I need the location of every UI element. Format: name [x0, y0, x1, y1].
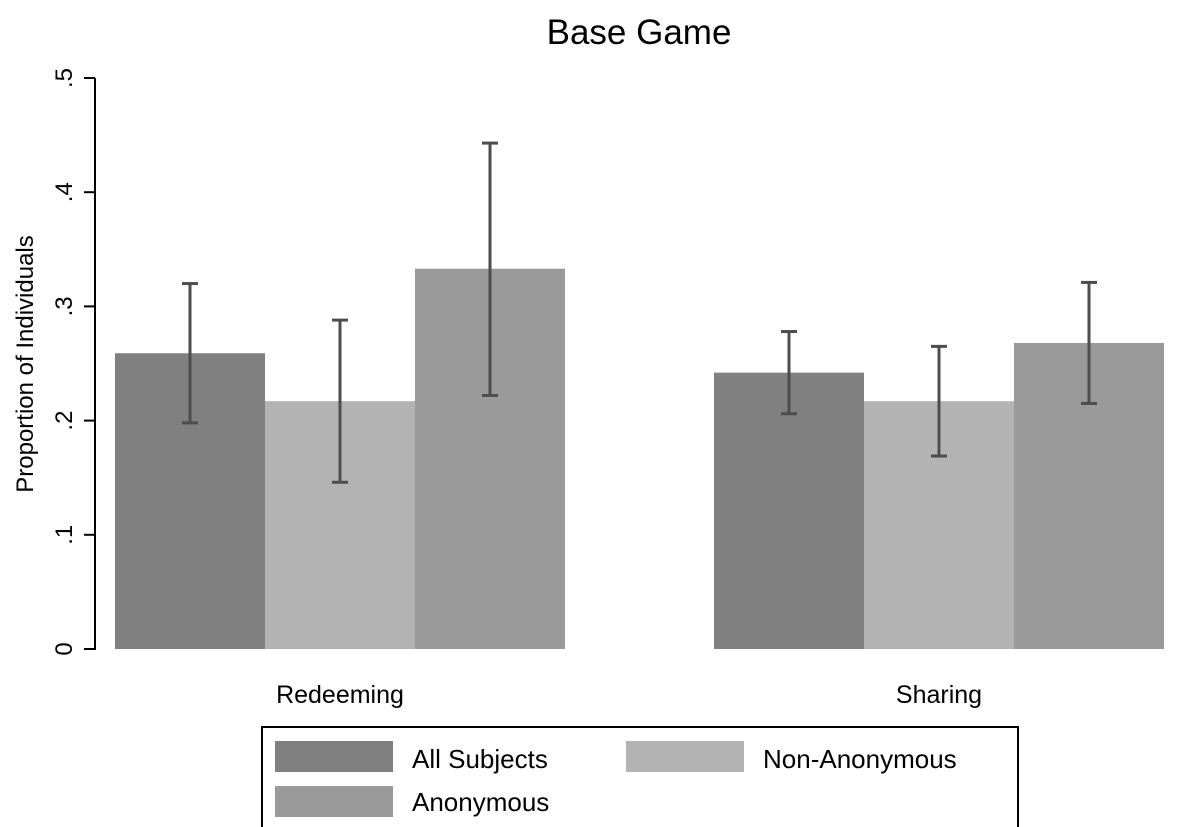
- legend-label-2: Non-Anonymous: [763, 744, 957, 774]
- legend-swatch-2: [626, 741, 744, 772]
- y-tick-label-5: .4: [51, 182, 78, 202]
- x-axis-labels: Redeeming Sharing: [276, 681, 982, 709]
- legend-label-3: Anonymous: [412, 787, 549, 817]
- y-axis: 0 .1 .2 .3 .4 .5: [51, 68, 96, 656]
- y-tick-label-4: .3: [51, 296, 78, 316]
- bar-1-2: [714, 372, 864, 649]
- x-tick-label-1: Redeeming: [276, 681, 404, 709]
- legend-swatch-1: [275, 741, 393, 772]
- y-tick-label-2: .1: [51, 525, 78, 545]
- y-tick-label-3: .2: [51, 411, 78, 431]
- chart-title: Base Game: [547, 13, 732, 52]
- legend-label-1: All Subjects: [412, 744, 548, 774]
- x-tick-label-2: Sharing: [896, 681, 982, 709]
- y-axis-title: Proportion of Individuals: [12, 235, 39, 492]
- y-tick-label-6: .5: [51, 68, 78, 88]
- legend: All Subjects Non-Anonymous Anonymous: [261, 726, 1019, 827]
- error-bars-group: [182, 141, 1097, 484]
- legend-swatch-3: [275, 786, 393, 817]
- bars-group: [115, 268, 1164, 649]
- y-tick-label-1: 0: [51, 642, 78, 655]
